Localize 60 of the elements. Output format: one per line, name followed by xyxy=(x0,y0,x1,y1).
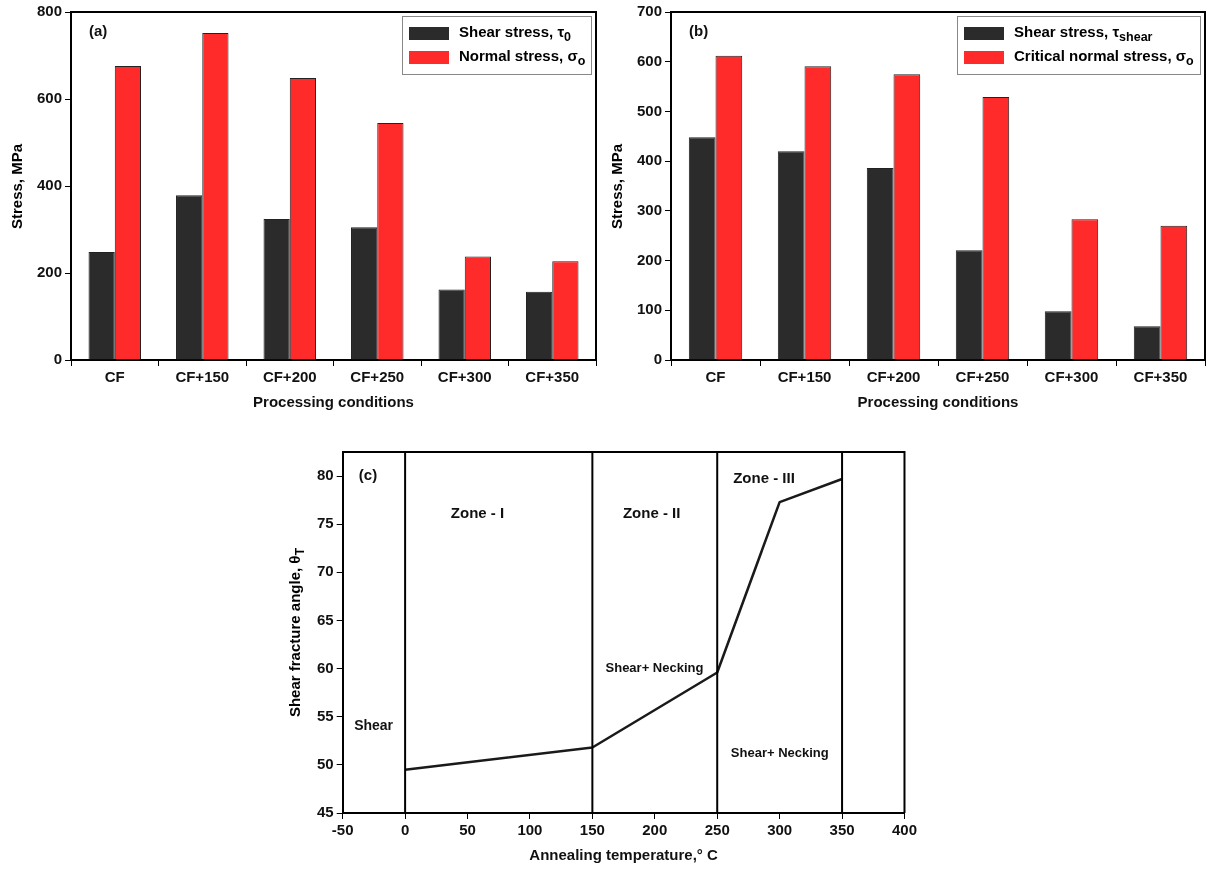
x-axis-title: Annealing temperature,° C xyxy=(529,846,719,864)
y-tick-label: 60 xyxy=(317,658,334,676)
annotation: Shear+ Necking xyxy=(730,745,829,761)
annotation: Shear+ Necking xyxy=(605,660,704,676)
x-tick-label: 300 xyxy=(767,821,793,839)
y-tick-label: 100 xyxy=(637,300,663,318)
legend-label: Normal stress, σ$_{o}$ xyxy=(459,47,586,68)
y-tick-label: 200 xyxy=(637,250,663,268)
x-tick-label: CF+300 xyxy=(1044,368,1099,386)
x-tick-label: 250 xyxy=(704,821,730,839)
y-tick-label: 500 xyxy=(637,101,663,119)
annotation: Zone - III xyxy=(733,469,795,487)
y-tick-label: 800 xyxy=(37,2,63,20)
x-tick-label: CF xyxy=(705,368,726,386)
x-tick-label: 150 xyxy=(579,821,605,839)
x-tick-label: CF+250 xyxy=(955,368,1010,386)
x-tick-label: 400 xyxy=(891,821,917,839)
y-tick-label: 75 xyxy=(317,514,334,532)
x-tick-label: 50 xyxy=(459,821,476,839)
y-tick-label: 45 xyxy=(317,803,334,821)
x-tick-label: CF xyxy=(104,368,125,386)
x-tick-label: 0 xyxy=(400,821,410,839)
y-tick-label: 70 xyxy=(317,562,334,580)
x-tick-label: CF+200 xyxy=(866,368,921,386)
x-tick-label: CF+350 xyxy=(1133,368,1188,386)
y-tick-label: 80 xyxy=(317,466,334,484)
y-axis-title: Stress, MPa xyxy=(607,143,625,229)
annotation: Zone - I xyxy=(450,503,505,521)
y-tick-label: 0 xyxy=(653,350,663,368)
y-tick-label: 600 xyxy=(37,89,63,107)
y-tick-label: 55 xyxy=(317,706,334,724)
y-tick-label: 400 xyxy=(637,151,663,169)
annotation: (b) xyxy=(689,21,709,39)
x-tick-label: CF+200 xyxy=(262,368,317,386)
y-tick-label: 400 xyxy=(37,176,63,194)
y-tick-label: 200 xyxy=(37,263,63,281)
x-tick-label: CF+300 xyxy=(437,368,492,386)
annotation: (a) xyxy=(89,21,108,39)
x-tick-label: 350 xyxy=(829,821,855,839)
y-tick-label: 0 xyxy=(53,350,63,368)
annotation: (c) xyxy=(358,465,378,483)
x-tick-label: CF+250 xyxy=(350,368,405,386)
y-tick-label: 65 xyxy=(317,610,334,628)
annotation: Zone - II xyxy=(622,503,681,521)
y-tick-label: 600 xyxy=(637,51,663,69)
legend-label: Shear stress, τ$_{shear}$ xyxy=(1014,23,1153,44)
y-axis-title: Stress, MPa xyxy=(7,143,25,229)
x-tick-label: CF+150 xyxy=(175,368,230,386)
x-tick-label: 100 xyxy=(517,821,543,839)
x-tick-label: -50 xyxy=(331,821,354,839)
x-tick-label: CF+150 xyxy=(777,368,832,386)
y-tick-label: 300 xyxy=(637,201,663,218)
x-tick-label: CF+350 xyxy=(525,368,580,386)
y-tick-label: 700 xyxy=(637,2,663,20)
x-axis-title: Processing conditions xyxy=(253,393,414,411)
legend-label: Shear stress, τ$_{0}$ xyxy=(459,23,572,44)
legend-label: Critical normal stress, σ$_{o}$ xyxy=(1014,47,1194,68)
x-axis-title: Processing conditions xyxy=(857,393,1019,411)
annotation: Shear xyxy=(354,717,394,734)
y-tick-label: 50 xyxy=(317,755,334,773)
